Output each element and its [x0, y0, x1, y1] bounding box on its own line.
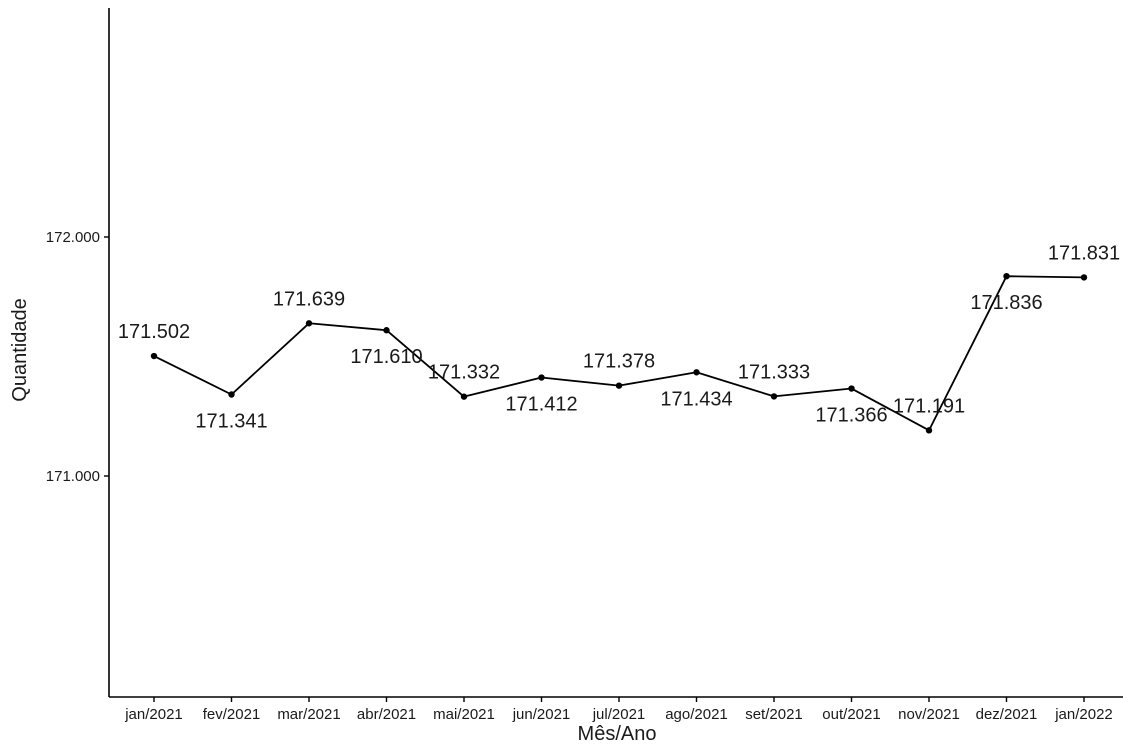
data-point [925, 427, 933, 434]
x-tick-label: set/2021 [745, 706, 803, 723]
data-label: 171.502 [118, 321, 190, 343]
data-point [460, 393, 468, 400]
data-label: 171.836 [970, 292, 1042, 314]
y-axis-title: Quantidade [9, 298, 31, 401]
data-label: 171.378 [583, 351, 655, 373]
x-tick-label: nov/2021 [898, 706, 960, 723]
x-tick-label: ago/2021 [665, 706, 728, 723]
y-tick-label: 172.000 [46, 229, 100, 246]
data-point [383, 327, 390, 334]
x-tick-label: abr/2021 [357, 706, 416, 723]
data-label: 171.341 [195, 411, 267, 433]
data-point [305, 320, 313, 327]
data-label: 171.191 [893, 395, 965, 417]
data-label: 171.434 [660, 388, 732, 410]
data-label: 171.366 [815, 405, 887, 427]
x-tick-label: jun/2021 [512, 706, 571, 723]
x-tick-label: mai/2021 [433, 706, 495, 723]
x-tick-label: jul/2021 [592, 706, 646, 723]
x-axis-title: Mês/Ano [578, 723, 657, 744]
data-label: 171.333 [738, 361, 810, 383]
data-point [228, 391, 235, 398]
data-point [538, 374, 545, 381]
x-tick-label: dez/2021 [976, 706, 1038, 723]
data-point [1080, 274, 1088, 281]
data-point [770, 393, 778, 400]
data-label: 171.332 [428, 362, 500, 384]
data-label: 171.412 [505, 394, 577, 416]
data-point [693, 369, 700, 376]
x-tick-label: jan/2022 [1054, 706, 1113, 723]
x-tick-label: fev/2021 [203, 706, 261, 723]
y-tick-label: 171.000 [46, 468, 100, 485]
x-tick-label: mar/2021 [277, 706, 340, 723]
plot-area: 171.000 172.000 jan/2021 fev/2021 mar/2021 ab… [46, 8, 1123, 723]
x-tick-label: jan/2021 [124, 706, 183, 723]
data-point [615, 382, 623, 389]
data-point [1003, 272, 1010, 280]
data-point [150, 352, 158, 360]
data-label: 171.639 [273, 288, 345, 310]
x-tick-label: out/2021 [822, 706, 880, 723]
data-label: 171.831 [1048, 242, 1120, 264]
data-label: 171.610 [350, 346, 422, 368]
data-point [848, 385, 855, 392]
